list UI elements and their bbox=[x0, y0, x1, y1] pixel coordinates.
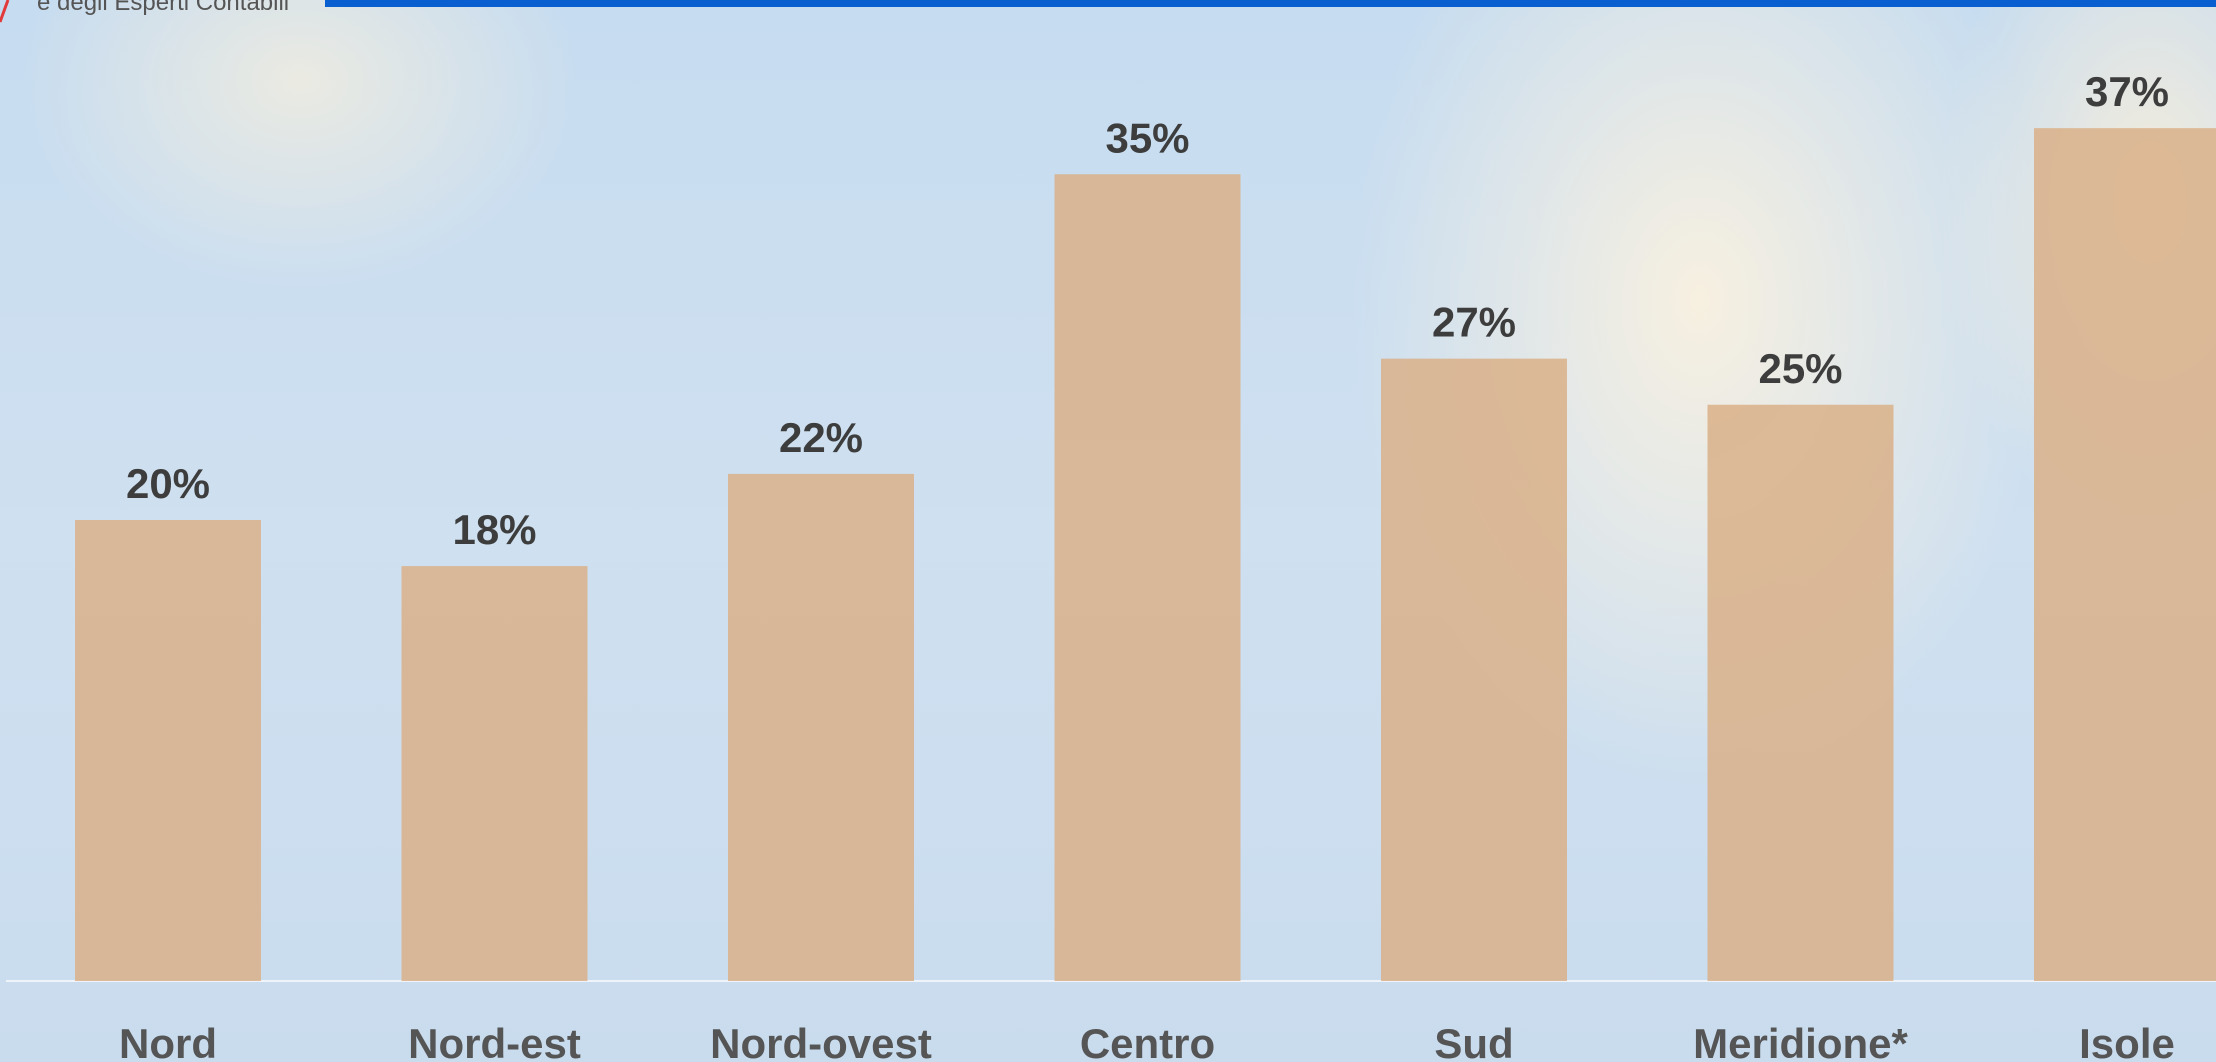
x-tick-label: Sud bbox=[1434, 1020, 1513, 1062]
bar bbox=[2034, 128, 2216, 981]
header-bar bbox=[325, 0, 2216, 7]
x-tick-label: Nord-est bbox=[408, 1020, 581, 1062]
logo-text: e degli Esperti Contabili bbox=[37, 0, 289, 16]
bar bbox=[75, 520, 261, 981]
logo-mark bbox=[0, 0, 8, 22]
bar bbox=[1055, 174, 1241, 981]
value-label: 22% bbox=[779, 414, 863, 461]
value-label: 18% bbox=[452, 506, 536, 553]
value-label: 37% bbox=[2085, 68, 2169, 115]
value-label: 35% bbox=[1105, 114, 1189, 161]
bar bbox=[1381, 359, 1567, 981]
bar bbox=[1708, 405, 1894, 981]
value-label: 25% bbox=[1758, 345, 1842, 392]
chart: e degli Esperti Contabili 20% Nord 18% Nord… bbox=[0, 0, 2216, 1062]
x-tick-label: Nord-ovest bbox=[710, 1020, 932, 1062]
x-tick-label: Meridione* bbox=[1693, 1020, 1908, 1062]
bar bbox=[402, 566, 588, 981]
value-label: 27% bbox=[1432, 299, 1516, 346]
bar bbox=[728, 474, 914, 981]
slide: e degli Esperti Contabili 20% Nord 18% Nord… bbox=[0, 0, 2216, 1062]
value-label: 20% bbox=[126, 460, 210, 507]
x-tick-label: Isole bbox=[2079, 1020, 2175, 1062]
x-tick-label: Centro bbox=[1080, 1020, 1215, 1062]
x-tick-label: Nord bbox=[119, 1020, 217, 1062]
